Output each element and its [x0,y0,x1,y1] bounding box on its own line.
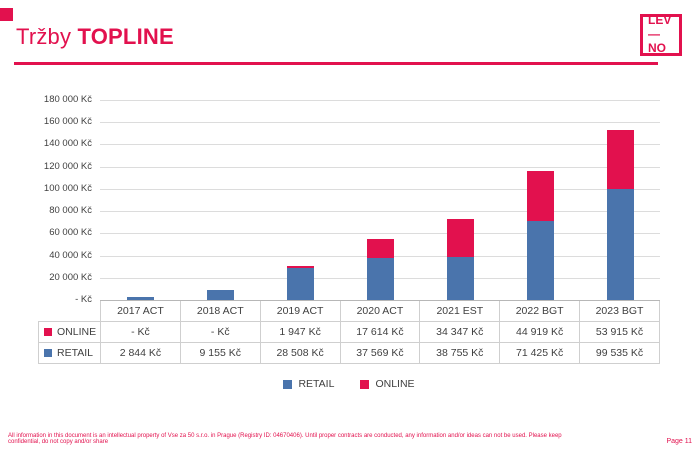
y-axis: 180 000 Kč 160 000 Kč 140 000 Kč 120 000 Kč… [38,94,100,305]
page-number: Page 11 [666,438,692,445]
legend-item-online: ONLINE [360,378,415,390]
gridline [100,100,660,101]
table-value-cell: 1 947 Kč [259,321,341,343]
y-axis-tick-label: 160 000 Kč [43,116,92,128]
bar-segment-online [606,129,634,190]
page-title-regular: Tržby [16,24,72,49]
page-title: Tržby TOPLINE [16,24,174,50]
corner-brand-mark [0,8,13,21]
table-category-header: 2017 ACT [100,300,181,322]
bar-column-2019-act [260,100,340,300]
plot-row: 180 000 Kč 160 000 Kč 140 000 Kč 120 000 Kč… [38,94,660,305]
table-row-retail: RETAIL 2 844 Kč 9 155 Kč 28 508 Kč 37 569 Kč… [38,342,660,364]
table-category-header: 2019 ACT [259,300,341,322]
bars [100,100,660,300]
table-row-label: ONLINE [38,321,101,343]
legend-item-retail: RETAIL [283,378,334,390]
gridline [100,211,660,213]
table-header-row: 2017 ACT 2018 ACT 2019 ACT 2020 ACT 2021 EST… [39,300,660,322]
bar-segment-retail [286,268,314,300]
levno-logo: LEV— NO [640,14,682,56]
bar-column-2020-act [340,100,420,300]
table-category-header: 2022 BGT [499,300,581,322]
footer-disclaimer: All information in this document is an i… [8,433,562,445]
bar-segment-retail [366,258,394,300]
bar-stack [526,170,554,300]
y-axis-tick-label: 20 000 Kč [49,271,92,283]
legend: RETAIL ONLINE [38,378,660,390]
footer: All information in this document is an i… [8,433,692,445]
gridline [100,188,660,190]
table-category-header: 2020 ACT [339,300,421,322]
y-axis-tick-label: - Kč [75,294,92,305]
online-series-marker-icon [44,328,52,336]
bar-column-2021-est [420,100,500,300]
table-row-online: ONLINE - Kč - Kč 1 947 Kč 17 614 Kč 34 347 Kč… [38,321,660,343]
bar-stack [446,218,474,300]
y-axis-tick-label: 120 000 Kč [43,160,92,172]
table-value-cell: 99 535 Kč [579,342,660,364]
table-category-header: 2023 BGT [579,300,660,322]
x-axis-line [100,300,660,301]
levno-logo-line2: NO [648,40,666,55]
levno-logo-line1: LEV— [648,13,672,42]
bar-segment-retail [446,256,474,300]
gridline [100,166,660,168]
bar-stack [126,296,154,300]
table-value-cell: 17 614 Kč [339,321,421,343]
gridline [100,144,660,146]
series-name: RETAIL [57,347,93,359]
stacked-bar-chart: 180 000 Kč 160 000 Kč 140 000 Kč 120 000 Kč… [38,94,660,390]
bar-segment-retail [206,289,234,300]
bar-column-2018-act [180,100,260,300]
bar-segment-online [526,170,554,221]
table-value-cell: 71 425 Kč [499,342,581,364]
legend-label: RETAIL [298,378,335,390]
table-value-cell: 2 844 Kč [100,342,181,364]
y-axis-tick-label: 80 000 Kč [49,205,92,217]
bar-segment-retail [526,220,554,300]
table-value-cell: - Kč [179,321,261,343]
data-table: 2017 ACT 2018 ACT 2019 ACT 2020 ACT 2021 EST… [38,300,660,364]
bar-stack [606,129,634,300]
table-category-header: 2021 EST [419,300,501,322]
gridline [100,122,660,124]
series-name: ONLINE [57,326,97,338]
y-axis-tick-label: 60 000 Kč [49,227,92,239]
y-axis-tick-label: 140 000 Kč [43,138,92,150]
gridline [100,233,660,235]
bar-column-2017-act [100,100,180,300]
bar-column-2022-bgt [500,100,580,300]
table-row-label: RETAIL [38,342,101,364]
table-value-cell: 9 155 Kč [179,342,261,364]
legend-label: ONLINE [375,378,415,390]
table-value-cell: 37 569 Kč [339,342,421,364]
y-axis-tick-label: 40 000 Kč [49,249,92,261]
bar-column-2023-bgt [580,100,660,300]
online-legend-swatch-icon [360,379,370,389]
retail-legend-swatch-icon [283,379,293,389]
y-axis-tick-label: 100 000 Kč [43,182,92,194]
table-category-header: 2018 ACT [179,300,261,322]
bar-segment-online [286,266,314,269]
page-title-bold: TOPLINE [77,24,174,49]
bar-stack [366,238,394,300]
bar-segment-online [446,218,474,257]
title-divider [14,62,658,65]
bar-segment-retail [606,189,634,300]
table-value-cell: 38 755 Kč [419,342,501,364]
retail-series-marker-icon [44,349,52,357]
table-value-cell: 53 915 Kč [579,321,660,343]
bar-segment-retail [126,296,154,300]
y-axis-tick-label: 180 000 Kč [43,94,92,105]
bar-stack [286,266,314,300]
plot-area [100,100,660,301]
table-value-cell: 34 347 Kč [419,321,501,343]
table-value-cell: 28 508 Kč [259,342,341,364]
bar-stack [206,289,234,300]
table-value-cell: 44 919 Kč [499,321,581,343]
table-value-cell: - Kč [100,321,181,343]
bar-segment-online [366,238,394,259]
